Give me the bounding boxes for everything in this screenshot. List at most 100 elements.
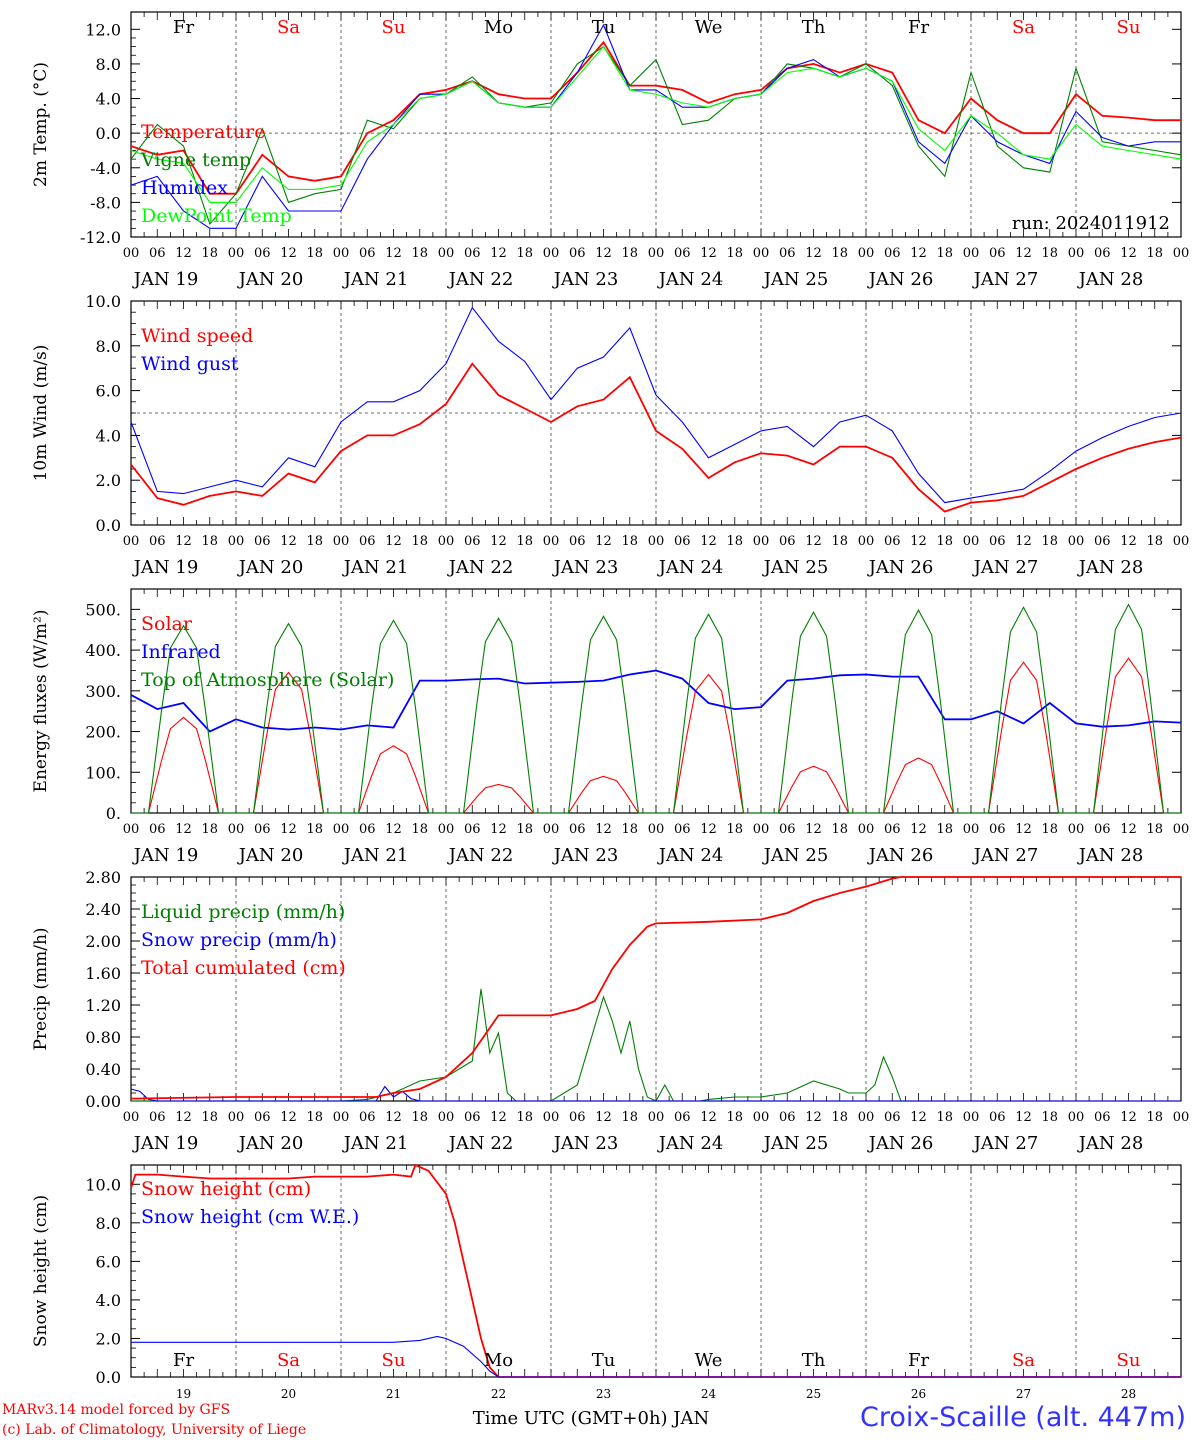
hour-tick-label: 00 — [1068, 246, 1085, 261]
hour-tick-label: 00 — [753, 534, 770, 549]
credit-line-2: (c) Lab. of Climatology, University of L… — [2, 1422, 307, 1438]
panel-5: 0.0 2.0 4.0 6.0 8.0 10.0 Snow height (cm) Snow … — [31, 1163, 1182, 1429]
hour-tick-label: 06 — [1094, 822, 1111, 837]
date-label: JAN 22 — [447, 269, 514, 290]
date-label: JAN 26 — [867, 557, 934, 578]
hour-tick-label: 00 — [438, 1110, 455, 1125]
y-tick-label: 400. — [85, 641, 121, 660]
hour-tick-label: 06 — [149, 246, 166, 261]
hour-tick-label: 06 — [884, 534, 901, 549]
weekday-label: Tu — [592, 17, 616, 38]
weekday-label: Mo — [484, 17, 513, 38]
hour-tick-label: 18 — [411, 822, 428, 837]
date-label: JAN 28 — [1077, 845, 1144, 866]
hour-tick-label: 18 — [306, 534, 323, 549]
hour-tick-label: 00 — [1173, 246, 1190, 261]
hour-tick-label: 00 — [1068, 1110, 1085, 1125]
weekday-label: Su — [382, 1350, 406, 1371]
hour-tick-label: 18 — [726, 534, 743, 549]
hour-tick-label: 18 — [1146, 534, 1163, 549]
date-label: JAN 27 — [972, 1133, 1039, 1154]
hour-tick-label: 12 — [595, 534, 612, 549]
hour-tick-label: 12 — [1015, 534, 1032, 549]
hour-tick-label: 06 — [1094, 534, 1111, 549]
legend-entry: Liquid precip (mm/h) — [141, 901, 345, 923]
hour-tick-label: 00 — [753, 246, 770, 261]
hour-tick-label: 06 — [464, 534, 481, 549]
date-label: JAN 23 — [552, 557, 619, 578]
hour-tick-label: 00 — [333, 1110, 350, 1125]
hour-tick-label: 06 — [359, 534, 376, 549]
hour-tick-label: 06 — [989, 822, 1006, 837]
hour-tick-label: 06 — [569, 822, 586, 837]
y-tick-label: 4.0 — [96, 426, 121, 445]
hour-tick-label: 12 — [385, 534, 402, 549]
hour-tick-label: 12 — [805, 822, 822, 837]
y-tick-label: 6.0 — [96, 1252, 121, 1271]
date-label: JAN 26 — [867, 845, 934, 866]
panel-2: 0.0 2.0 4.0 6.0 8.0 10.0 10m Wind (m/s) 00 06 12 1… — [31, 292, 1189, 578]
date-label: JAN 19 — [132, 269, 199, 290]
date-label: JAN 25 — [762, 845, 829, 866]
hour-tick-label: 06 — [149, 534, 166, 549]
hour-tick-label: 18 — [936, 246, 953, 261]
y-tick-label: 6.0 — [96, 382, 121, 401]
y-tick-label: 10.0 — [85, 292, 121, 311]
legend-entry: DewPoint Temp — [141, 205, 292, 227]
hour-tick-label: 00 — [648, 534, 665, 549]
weekday-label: We — [695, 17, 723, 38]
weekday-label: Mo — [484, 1350, 513, 1371]
weekday-label: Fr — [908, 17, 929, 38]
legend-entry: Infrared — [141, 641, 221, 663]
hour-tick-label: 06 — [989, 246, 1006, 261]
y-axis-title: 2m Temp. (°C) — [31, 62, 51, 187]
y-tick-label: -8.0 — [90, 193, 121, 212]
hour-tick-label: 06 — [254, 1110, 271, 1125]
day-number-label: 27 — [1016, 1387, 1031, 1401]
date-label: JAN 25 — [762, 557, 829, 578]
hour-tick-label: 12 — [490, 1110, 507, 1125]
y-tick-label: 2.00 — [85, 932, 121, 951]
hour-tick-label: 00 — [963, 534, 980, 549]
hour-tick-label: 06 — [779, 534, 796, 549]
hour-tick-label: 00 — [438, 534, 455, 549]
hour-tick-label: 18 — [621, 1110, 638, 1125]
hour-tick-label: 00 — [858, 822, 875, 837]
hour-tick-label: 00 — [228, 246, 245, 261]
hour-tick-label: 18 — [516, 246, 533, 261]
hour-tick-label: 18 — [201, 246, 218, 261]
hour-tick-label: 00 — [963, 1110, 980, 1125]
date-label: JAN 21 — [342, 269, 409, 290]
series-line — [130, 1163, 1181, 1378]
weekday-label: Th — [802, 1350, 826, 1371]
hour-tick-label: 18 — [306, 822, 323, 837]
series-line — [130, 23, 1181, 229]
hour-tick-label: 18 — [201, 822, 218, 837]
legend-entry: Top of Atmosphere (Solar) — [141, 669, 394, 691]
hour-tick-label: 12 — [700, 1110, 717, 1125]
hour-tick-label: 12 — [175, 534, 192, 549]
hour-tick-label: 12 — [700, 246, 717, 261]
hour-tick-label: 12 — [1015, 822, 1032, 837]
panel-3: 0. 100. 200. 300. 400. 500. Energy fluxes (W/m… — [31, 588, 1189, 866]
weekday-label: Sa — [277, 17, 300, 38]
y-tick-label: 0.0 — [96, 516, 121, 535]
date-label: JAN 20 — [237, 1133, 304, 1154]
y-axis-title: Energy fluxes (W/m²) — [31, 610, 51, 793]
y-tick-label: 1.20 — [85, 996, 121, 1015]
date-label: JAN 19 — [132, 557, 199, 578]
panel-4: 0.00 0.40 0.80 1.20 1.60 2.00 2.40 2.80 Precip (… — [31, 868, 1189, 1154]
date-label: JAN 23 — [552, 845, 619, 866]
hour-tick-label: 06 — [359, 1110, 376, 1125]
hour-tick-label: 00 — [1173, 1110, 1190, 1125]
hour-tick-label: 12 — [1120, 246, 1137, 261]
hour-tick-label: 12 — [1120, 534, 1137, 549]
hour-tick-label: 00 — [228, 822, 245, 837]
y-tick-label: 8.0 — [96, 55, 121, 74]
y-tick-label: 10.0 — [85, 1175, 121, 1194]
weekday-label: Tu — [592, 1350, 616, 1371]
date-label: JAN 21 — [342, 1133, 409, 1154]
date-label: JAN 24 — [657, 557, 724, 578]
y-tick-label: 300. — [85, 682, 121, 701]
hour-tick-label: 18 — [306, 1110, 323, 1125]
